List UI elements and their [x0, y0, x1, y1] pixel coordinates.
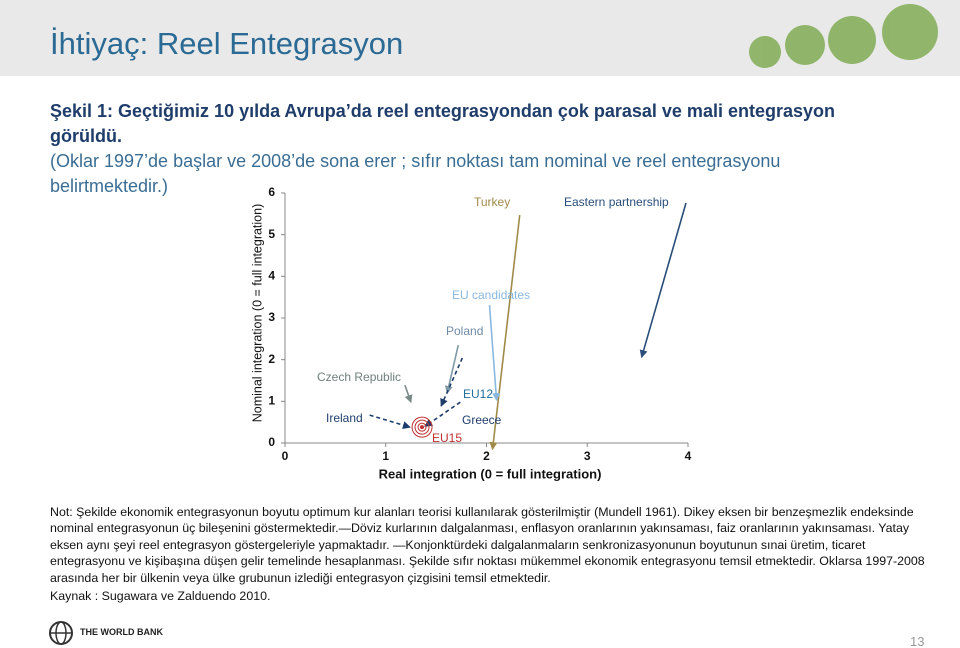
- caption-subtitle: (Oklar 1997’de başlar ve 2008’de sona er…: [50, 151, 781, 196]
- target-ring: [414, 419, 430, 435]
- y-axis-title: Nominal integration (0 = full integratio…: [250, 204, 264, 423]
- logo-icon: [49, 621, 73, 645]
- series-label: EU12: [463, 387, 493, 401]
- arrow: [444, 344, 460, 394]
- y-tick-label: 4: [268, 269, 275, 283]
- target-ring: [411, 416, 433, 438]
- series-label: Ireland: [326, 411, 363, 425]
- series-label: Turkey: [474, 195, 510, 209]
- note: Not: Şekilde ekonomik entegrasyonun boyu…: [50, 505, 925, 585]
- target-ring: [417, 422, 427, 432]
- source: Kaynak : Sugawara ve Zalduendo 2010.: [50, 589, 271, 603]
- series-label: Poland: [446, 324, 483, 338]
- logo-text: THE WORLD BANK: [80, 627, 163, 637]
- header-icons: [749, 4, 938, 68]
- slide-title: İhtiyaç: Reel Entegrasyon: [50, 26, 404, 61]
- x-tick-label: 4: [685, 449, 692, 463]
- arrow: [639, 202, 687, 359]
- x-tick-label: 2: [483, 449, 490, 463]
- target-point: [420, 425, 425, 430]
- y-tick-label: 2: [268, 352, 275, 366]
- series-label: Greece: [462, 413, 502, 427]
- chart: Real integration (0 = full integration) …: [250, 185, 692, 481]
- plot-area: [285, 193, 688, 443]
- y-tick-label: 1: [268, 394, 275, 408]
- arrow: [404, 384, 413, 404]
- arrow: [369, 414, 411, 429]
- series-label: Eastern partnership: [564, 195, 669, 209]
- y-tick-label: 6: [268, 185, 275, 199]
- x-tick-label: 3: [584, 449, 591, 463]
- series-label: Czech Republic: [317, 370, 401, 384]
- y-tick-label: 0: [268, 435, 275, 449]
- series-label: EU candidates: [452, 288, 530, 302]
- series-label: EU15: [432, 431, 462, 445]
- x-tick-label: 1: [382, 449, 389, 463]
- arrow: [489, 214, 521, 451]
- caption-title: Şekil 1: Geçtiğimiz 10 yılda Avrupa’da r…: [50, 101, 835, 146]
- x-tick-label: 0: [282, 449, 289, 463]
- x-axis-title: Real integration (0 = full integration): [379, 466, 602, 481]
- arrow: [488, 305, 501, 402]
- caption: Şekil 1: Geçtiğimiz 10 yılda Avrupa’da r…: [50, 99, 880, 199]
- y-tick-label: 3: [268, 310, 275, 324]
- y-tick-label: 5: [268, 227, 275, 241]
- page-number: 13: [910, 634, 925, 648]
- arrow: [440, 357, 464, 407]
